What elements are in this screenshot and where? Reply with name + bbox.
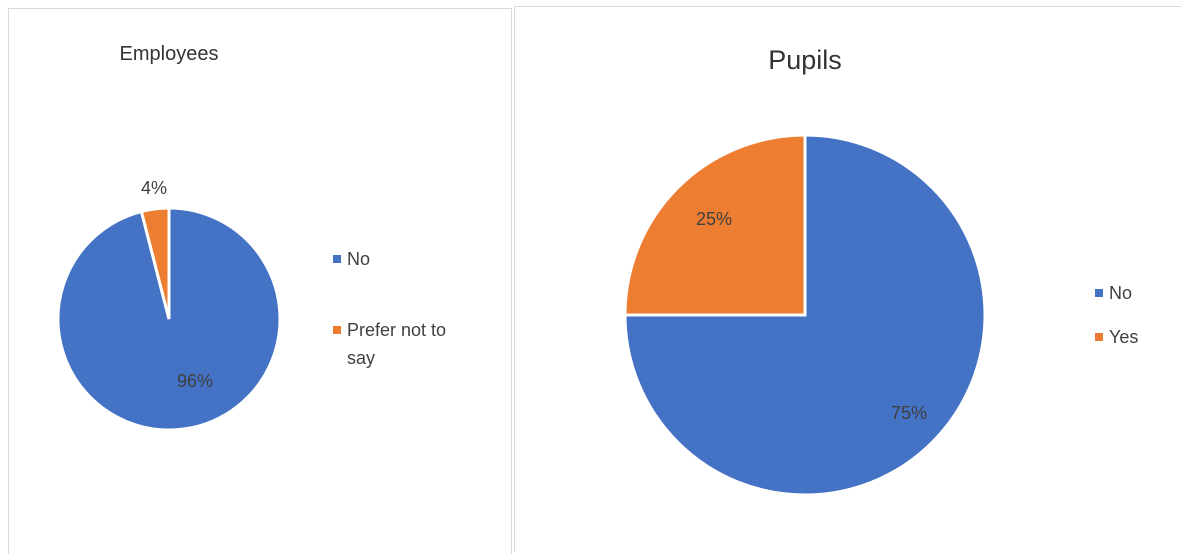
- legend-label-no: No: [1109, 283, 1132, 303]
- legend-label-yes: Yes: [1109, 327, 1138, 347]
- pupils-legend: No Yes: [1095, 283, 1138, 347]
- employees-chart-panel: Employees 96% 4% No Prefer not to say: [8, 8, 512, 554]
- pupils-chart-panel: Pupils 75% 25% No Yes: [514, 6, 1181, 552]
- legend-label-line-2: say: [347, 348, 375, 368]
- pupils-slices: [623, 133, 987, 497]
- employees-legend: No Prefer not to say: [333, 249, 451, 368]
- pupils-pie-chart: Pupils 75% 25% No Yes: [623, 45, 1138, 497]
- pupils-data-label-no: 75%: [891, 403, 927, 423]
- legend-label-prefer-not-to-say: Prefer not to say: [347, 320, 451, 368]
- pupils-data-label-yes: 25%: [696, 209, 732, 229]
- employees-slice-prefer-not-to-say: [139, 206, 171, 320]
- employees-data-labels: 96% 4%: [141, 178, 213, 391]
- employees-data-label-no: 96%: [177, 371, 213, 391]
- pupils-data-labels: 75% 25%: [696, 209, 927, 423]
- legend-label-line-1: Prefer not to: [347, 320, 446, 340]
- employees-slices: [56, 206, 282, 432]
- employees-pie-chart: Employees 96% 4% No Prefer not to say: [56, 43, 451, 432]
- pupils-slice-yes: [623, 133, 807, 317]
- pupils-slice-no: [623, 133, 987, 497]
- legend-swatch-yes: [1095, 333, 1103, 341]
- legend-label-no: No: [347, 249, 370, 269]
- pupils-chart-title: Pupils: [768, 45, 842, 75]
- employees-data-label-prefer-not-to-say: 4%: [141, 178, 167, 198]
- employees-chart-title: Employees: [120, 43, 219, 65]
- legend-swatch-prefer-not-to-say: [333, 326, 341, 334]
- legend-swatch-no: [1095, 289, 1103, 297]
- legend-swatch-no: [333, 255, 341, 263]
